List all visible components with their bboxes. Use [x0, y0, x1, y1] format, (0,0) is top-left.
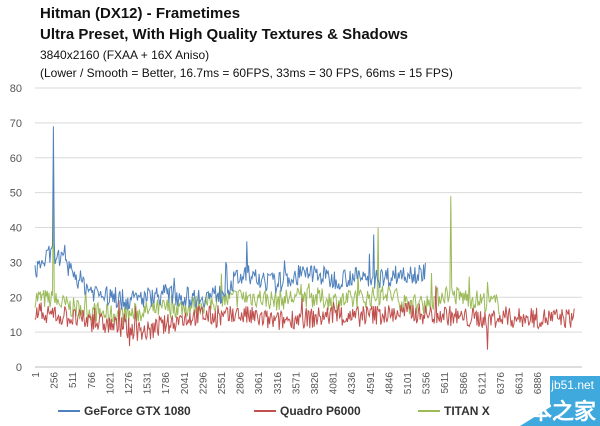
chart-note-resolution: 3840x2160 (FXAA + 16X Aniso) [40, 48, 210, 62]
x-tick-label: 4846 [384, 372, 395, 395]
x-tick-label: 5866 [459, 372, 470, 395]
y-tick-label: 30 [10, 257, 22, 269]
watermark-text-cn: 脚本之家 [507, 399, 596, 424]
chart-subtitle: Ultra Preset, With High Quality Textures… [40, 26, 408, 43]
y-tick-label: 70 [10, 118, 22, 130]
x-tick-label: 4591 [366, 372, 377, 395]
x-tick-label: 2806 [236, 372, 247, 395]
y-tick-label: 40 [10, 223, 22, 235]
series-line-quadro-p6000 [34, 285, 575, 350]
x-tick-label: 2041 [180, 372, 191, 395]
legend-label: Quadro P6000 [280, 404, 361, 418]
x-tick-label: 1531 [143, 372, 154, 395]
series-line-geforce-gtx-1080 [34, 126, 426, 311]
x-tick-label: 4336 [347, 372, 358, 395]
legend-label: TITAN X [444, 404, 490, 418]
x-tick-label: 2296 [198, 372, 209, 395]
x-tick-label: 5356 [422, 372, 433, 395]
x-tick-label: 3316 [273, 372, 284, 395]
legend-item-p6000: Quadro P6000 [254, 404, 361, 418]
x-tick-label: 6886 [533, 372, 544, 395]
x-tick-label: 6631 [515, 372, 526, 395]
y-tick-label: 80 [10, 83, 22, 95]
x-tick-label: 2551 [217, 372, 228, 395]
y-tick-label: 60 [10, 153, 22, 165]
legend-item-titanx: TITAN X [418, 404, 490, 418]
x-tick-label: 3826 [310, 372, 321, 395]
x-tick-label: 3061 [254, 372, 265, 395]
x-tick-label: 1786 [161, 372, 172, 395]
y-tick-label: 0 [16, 362, 22, 374]
legend-label: GeForce GTX 1080 [84, 404, 191, 418]
legend-item-gtx1080: GeForce GTX 1080 [58, 404, 191, 418]
y-tick-label: 50 [10, 188, 22, 200]
x-tick-label: 766 [87, 372, 98, 389]
x-tick-label: 6121 [477, 372, 488, 395]
chart-title: Hitman (DX12) - Frametimes [40, 5, 241, 22]
x-tick-label: 3571 [291, 372, 302, 395]
x-tick-label: 4081 [329, 372, 340, 395]
y-tick-label: 10 [10, 327, 22, 339]
x-tick-label: 1 [31, 372, 42, 378]
x-tick-label: 5611 [440, 372, 451, 394]
legend-swatch [58, 410, 80, 412]
series-line-titan-x [34, 189, 501, 325]
x-tick-label: 511 [68, 372, 79, 388]
y-tick-label: 20 [10, 292, 22, 304]
watermark: jb51.net 脚本之家 [490, 376, 600, 426]
x-tick-label: 5101 [403, 372, 414, 395]
x-tick-label: 6376 [496, 372, 507, 395]
legend-swatch [418, 410, 440, 412]
x-tick-label: 1276 [124, 372, 135, 395]
chart-note-legend: (Lower / Smooth = Better, 16.7ms = 60FPS… [40, 66, 453, 80]
watermark-text: jb51.net [551, 378, 594, 392]
x-tick-label: 1021 [105, 372, 116, 395]
x-tick-label: 256 [50, 372, 61, 389]
legend-swatch [254, 410, 276, 412]
